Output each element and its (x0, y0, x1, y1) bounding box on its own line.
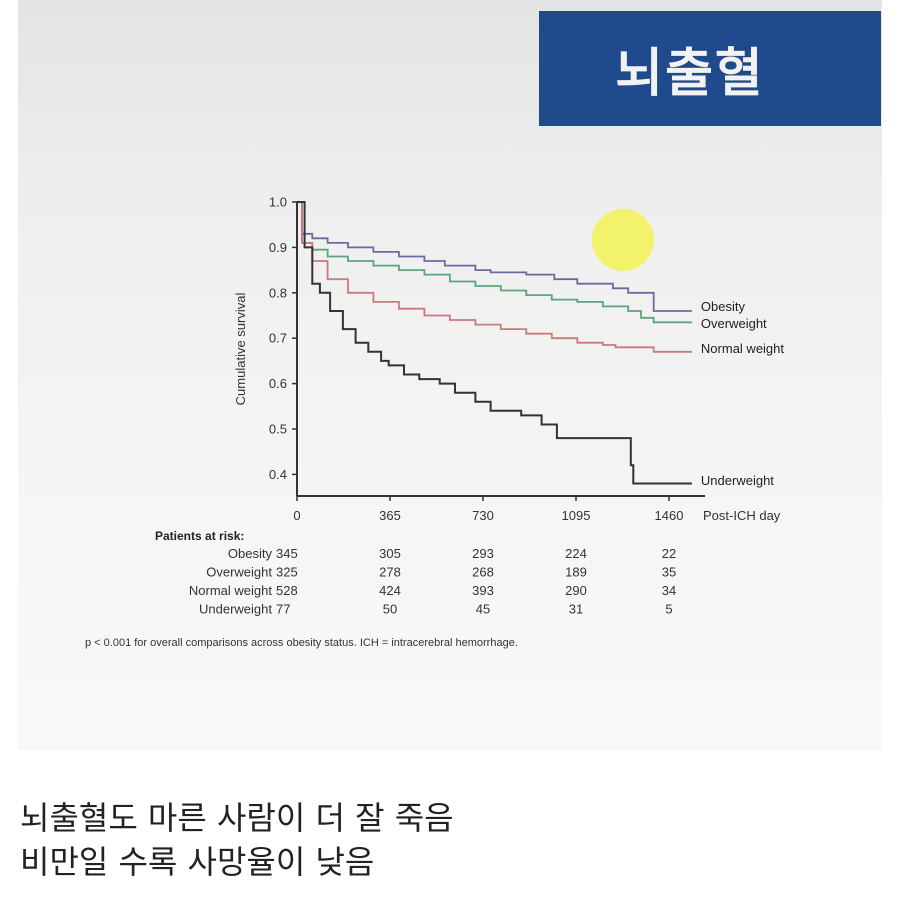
x-tick-label: 0 (293, 508, 300, 523)
footnote: p < 0.001 for overall comparisons across… (85, 637, 518, 649)
y-tick-label: 0.9 (269, 240, 287, 255)
chart-legend: Obesity Overweight Normal weight Underweigh… (701, 299, 784, 488)
x-tick-label: 365 (379, 508, 401, 523)
risk-cell: 290 (565, 583, 587, 598)
risk-cell: 35 (662, 565, 676, 580)
legend-obesity: Obesity (701, 299, 746, 314)
legend-overweight: Overweight (701, 316, 767, 331)
x-tick-label: 1460 (655, 508, 684, 523)
risk-table-title: Patients at risk: (155, 529, 244, 543)
risk-row-label: Obesity (228, 546, 273, 561)
legend-underweight: Underweight (701, 473, 774, 488)
y-tick-label: 1.0 (269, 195, 287, 210)
risk-cell: 345 (276, 546, 298, 561)
caption-line-2: 비만일 수록 사망율이 낮음 (20, 843, 375, 881)
curve-overweight (297, 201, 692, 324)
risk-cell: 50 (383, 602, 397, 617)
risk-row-label: Normal weight (189, 583, 272, 598)
y-tick-label: 0.4 (269, 467, 287, 482)
risk-cell: 189 (565, 565, 587, 580)
caption-line-1: 뇌출혈도 마른 사람이 더 잘 죽음 (20, 799, 454, 837)
y-tick-label: 0.5 (269, 422, 287, 437)
x-tick-label: 1095 (562, 508, 591, 523)
risk-cell: 268 (472, 565, 494, 580)
x-tick-label: 730 (472, 508, 494, 523)
risk-cell: 34 (662, 583, 676, 598)
risk-cell: 393 (472, 583, 494, 598)
risk-cell: 31 (569, 602, 583, 617)
post-caption: 뇌출혈도 마른 사람이 더 잘 죽음 비만일 수록 사망율이 낮음 (20, 796, 454, 884)
yellow-dot-marker (592, 209, 654, 271)
risk-cell: 45 (476, 602, 490, 617)
y-axis-label: Cumulative survival (233, 293, 248, 406)
x-axis-label: Post-ICH day (703, 508, 781, 523)
risk-cell: 424 (379, 583, 401, 598)
risk-row-label: Overweight (206, 565, 272, 580)
risk-row-label: Underweight (199, 602, 272, 617)
chart-curves (297, 201, 692, 485)
risk-cell: 293 (472, 546, 494, 561)
curve-normal-weight (297, 201, 692, 353)
risk-cell: 5 (665, 602, 672, 617)
risk-table: Patients at risk:Obesity 345 305 293 224 22Ov… (155, 529, 676, 617)
risk-cell: 325 (276, 565, 298, 580)
curve-underweight (297, 201, 692, 485)
risk-cell: 278 (379, 565, 401, 580)
chart-axes: 0.4 0.5 0.6 0.7 0.8 0.9 1.0 0 365 730 1095 1460 Post… (233, 195, 781, 524)
risk-cell: 305 (379, 546, 401, 561)
risk-cell: 528 (276, 583, 298, 598)
legend-normal-weight: Normal weight (701, 341, 784, 356)
y-tick-label: 0.7 (269, 331, 287, 346)
y-tick-label: 0.6 (269, 376, 287, 391)
survival-chart: 0.4 0.5 0.6 0.7 0.8 0.9 1.0 0 365 730 1095 1460 Post… (85, 195, 784, 650)
curve-obesity (297, 201, 692, 312)
risk-cell: 22 (662, 546, 676, 561)
banner-title: 뇌출혈 (615, 44, 765, 104)
y-tick-label: 0.8 (269, 285, 287, 300)
title-banner: 뇌출혈 (539, 11, 881, 126)
risk-cell: 224 (565, 546, 587, 561)
risk-cell: 77 (276, 602, 290, 617)
